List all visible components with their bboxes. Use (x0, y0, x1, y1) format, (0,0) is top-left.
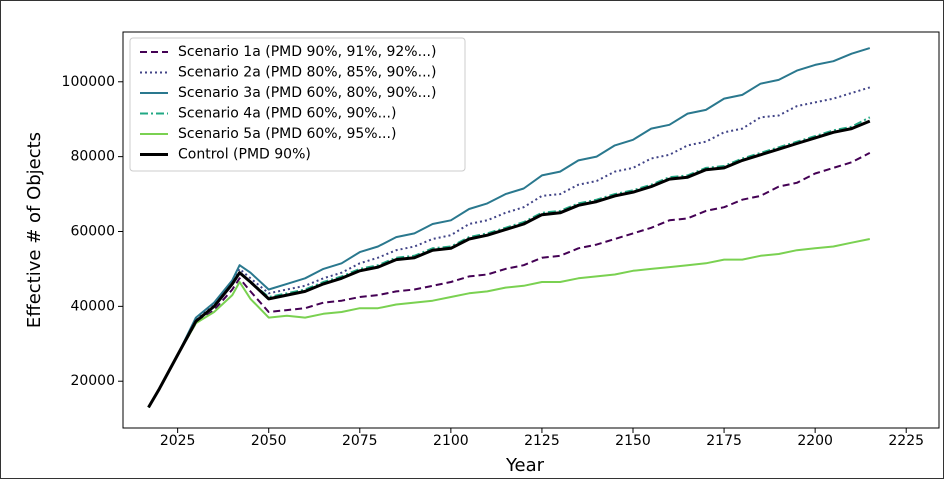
x-tick-label: 2225 (888, 433, 924, 449)
x-tick-label: 2125 (524, 433, 560, 449)
x-tick-label: 2075 (342, 433, 378, 449)
y-axis-label: Effective # of Objects (24, 132, 45, 328)
legend-label: Scenario 4a (PMD 60%, 90%...) (178, 106, 396, 122)
legend-box (129, 37, 466, 172)
x-tick-label: 2100 (433, 433, 469, 449)
legend-label: Control (PMD 90%) (178, 147, 311, 163)
y-tick-label: 60000 (70, 223, 115, 239)
legend-label: Scenario 1a (PMD 90%, 91%, 92%...) (178, 44, 436, 60)
x-tick-label: 2025 (160, 433, 196, 449)
x-tick-label: 2050 (251, 433, 287, 449)
plot-frame (122, 31, 940, 429)
x-tick-label: 2150 (615, 433, 651, 449)
y-tick-label: 20000 (70, 373, 115, 389)
series-line (147, 47, 871, 408)
y-tick-label: 80000 (70, 149, 115, 165)
legend-label: Scenario 2a (PMD 80%, 85%, 90%...) (178, 65, 436, 81)
legend-label: Scenario 5a (PMD 60%, 95%...) (178, 126, 396, 142)
x-tick-label: 2200 (797, 433, 833, 449)
series-line (147, 152, 871, 408)
y-tick-label: 100000 (62, 74, 115, 90)
x-axis-label: Year (505, 455, 545, 476)
legend-label: Scenario 3a (PMD 60%, 80%, 90%...) (178, 85, 436, 101)
x-tick-label: 2175 (706, 433, 742, 449)
series-line (147, 238, 870, 408)
y-tick-label: 40000 (70, 298, 115, 314)
series-line (147, 119, 871, 409)
